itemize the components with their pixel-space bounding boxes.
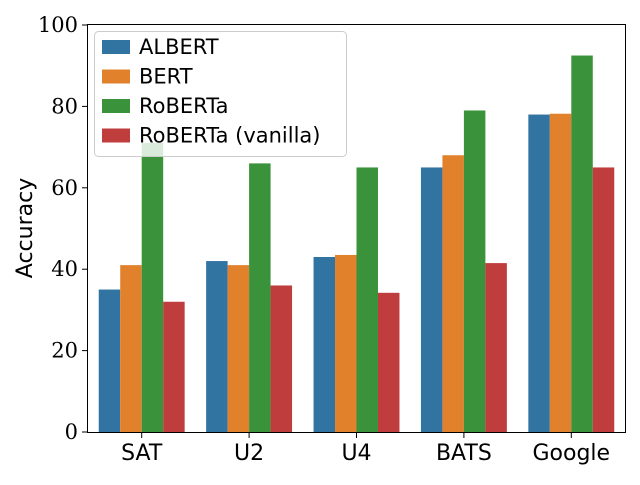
bar-u4-roberta-vanilla — [377, 292, 400, 432]
y-tick-label: 0 — [65, 420, 78, 444]
y-axis: 0 20 40 60 80 100 — [38, 13, 88, 444]
legend-box — [94, 31, 347, 157]
bar-sat-bert — [120, 265, 142, 432]
bars-layer — [98, 55, 615, 433]
bar-bats-albert — [420, 167, 443, 432]
bar-bats-roberta — [463, 110, 486, 432]
bar-bats-roberta-vanilla — [485, 263, 507, 432]
y-tick-label: 40 — [51, 257, 78, 281]
bar-sat-albert — [98, 289, 121, 432]
legend-label: ALBERT — [139, 35, 219, 59]
bar-sat-roberta — [141, 143, 164, 432]
legend-swatch — [102, 69, 130, 84]
legend-swatch — [102, 99, 130, 113]
legend: ALBERT BERT RoBERTa RoBERTa (vanilla) — [94, 31, 347, 157]
bar-u4-roberta — [356, 167, 378, 432]
bar-bats-bert — [442, 155, 464, 433]
y-axis-label: Accuracy — [13, 178, 38, 278]
x-tick-label: Google — [533, 441, 611, 466]
y-tick-label: 80 — [51, 94, 78, 118]
bar-u2-roberta — [249, 163, 271, 432]
bar-sat-roberta-vanilla — [163, 301, 185, 432]
x-tick-label: BATS — [436, 441, 492, 466]
bar-u2-bert — [227, 265, 250, 432]
x-axis: SAT U2 U4 BATS Google — [121, 432, 610, 466]
x-tick-label: SAT — [121, 441, 163, 466]
y-tick-label: 60 — [51, 176, 78, 200]
legend-label: RoBERTa (vanilla) — [139, 124, 321, 148]
x-tick-label: U4 — [341, 441, 371, 466]
x-tick-label: U2 — [234, 441, 264, 466]
legend-label: BERT — [139, 65, 193, 89]
bar-google-albert — [528, 114, 550, 432]
bar-u4-bert — [335, 254, 357, 432]
bar-u2-albert — [206, 261, 228, 432]
bar-google-bert — [549, 113, 572, 432]
legend-label: RoBERTa — [139, 94, 228, 118]
y-tick-label: 100 — [38, 13, 78, 37]
bar-google-roberta — [571, 55, 593, 433]
y-tick-label: 20 — [51, 339, 78, 363]
bar-google-roberta-vanilla — [592, 167, 615, 432]
legend-swatch — [102, 40, 130, 54]
legend-swatch — [102, 128, 130, 143]
bar-u2-roberta-vanilla — [270, 285, 293, 432]
bar-u4-albert — [313, 256, 336, 432]
